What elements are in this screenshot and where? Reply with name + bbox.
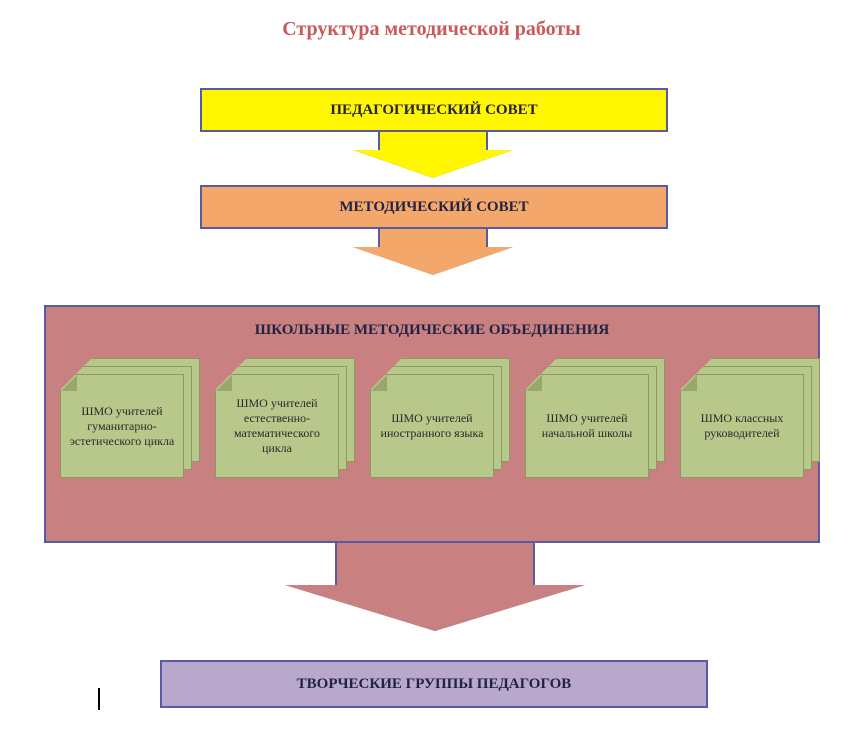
dogear-icon [61,375,77,391]
doc-top: ШМО учителей естественно-математического… [215,374,339,478]
arrow-3-head [285,585,585,631]
doc-top: ШМО учителей гуманитарно-эстетического ц… [60,374,184,478]
text-cursor [98,688,100,710]
node-methodical-council: МЕТОДИЧЕСКИЙ СОВЕТ [200,185,668,229]
doc-label: ШМО учителей начальной школы [530,411,644,441]
arrow-1-head [353,150,513,178]
docstack-0: ШМО учителей гуманитарно-эстетического ц… [60,358,200,478]
docstack-4: ШМО классных руководителей [680,358,820,478]
doc-label: ШМО учителей гуманитарно-эстетического ц… [65,404,179,449]
doc-label: ШМО классных руководителей [685,411,799,441]
docstack-1: ШМО учителей естественно-математического… [215,358,355,478]
doc-top: ШМО классных руководителей [680,374,804,478]
arrow-2-head [353,247,513,275]
arrow-2-stem [378,229,488,247]
dogear-icon [371,375,387,391]
docstack-2: ШМО учителей иностранного языка [370,358,510,478]
node-creative-groups: ТВОРЧЕСКИЕ ГРУППЫ ПЕДАГОГОВ [160,660,708,708]
node-pedagogical-council: ПЕДАГОГИЧЕСКИЙ СОВЕТ [200,88,668,132]
arrow-1-stem [378,132,488,150]
dogear-icon [216,375,232,391]
dogear-icon [681,375,697,391]
panel-title: ШКОЛЬНЫЕ МЕТОДИЧЕСКИЕ ОБЪЕДИНЕНИЯ [44,316,820,344]
doc-label: ШМО учителей иностранного языка [375,411,489,441]
dogear-icon [526,375,542,391]
diagram-title: Структура методической работы [0,18,863,41]
doc-top: ШМО учителей начальной школы [525,374,649,478]
doc-top: ШМО учителей иностранного языка [370,374,494,478]
doc-label: ШМО учителей естественно-математического… [220,396,334,456]
arrow-3-stem [335,543,535,585]
docstack-3: ШМО учителей начальной школы [525,358,665,478]
